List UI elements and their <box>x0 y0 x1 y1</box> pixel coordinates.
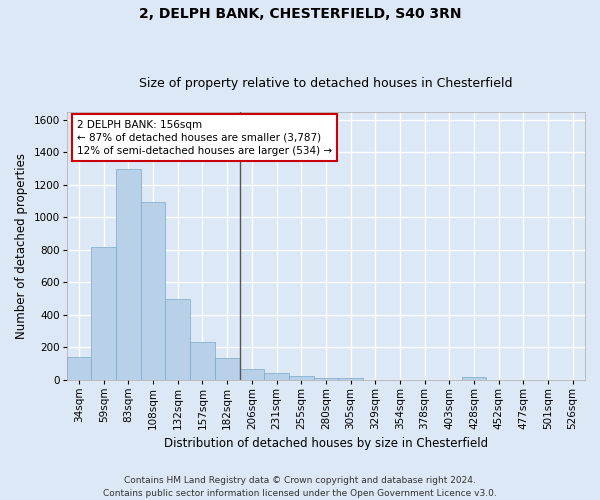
X-axis label: Distribution of detached houses by size in Chesterfield: Distribution of detached houses by size … <box>164 437 488 450</box>
Bar <box>91 247 116 380</box>
Bar <box>338 378 363 380</box>
Bar <box>166 299 190 380</box>
Text: Contains HM Land Registry data © Crown copyright and database right 2024.
Contai: Contains HM Land Registry data © Crown c… <box>103 476 497 498</box>
Bar <box>67 357 91 380</box>
Text: 2 DELPH BANK: 156sqm
← 87% of detached houses are smaller (3,787)
12% of semi-de: 2 DELPH BANK: 156sqm ← 87% of detached h… <box>77 120 332 156</box>
Y-axis label: Number of detached properties: Number of detached properties <box>15 152 28 338</box>
Bar <box>215 358 239 380</box>
Title: Size of property relative to detached houses in Chesterfield: Size of property relative to detached ho… <box>139 76 512 90</box>
Bar <box>314 378 338 380</box>
Bar <box>289 376 314 380</box>
Bar <box>116 169 141 380</box>
Bar <box>461 377 486 380</box>
Bar <box>264 374 289 380</box>
Text: 2, DELPH BANK, CHESTERFIELD, S40 3RN: 2, DELPH BANK, CHESTERFIELD, S40 3RN <box>139 8 461 22</box>
Bar <box>239 369 264 380</box>
Bar <box>141 202 166 380</box>
Bar <box>190 342 215 380</box>
